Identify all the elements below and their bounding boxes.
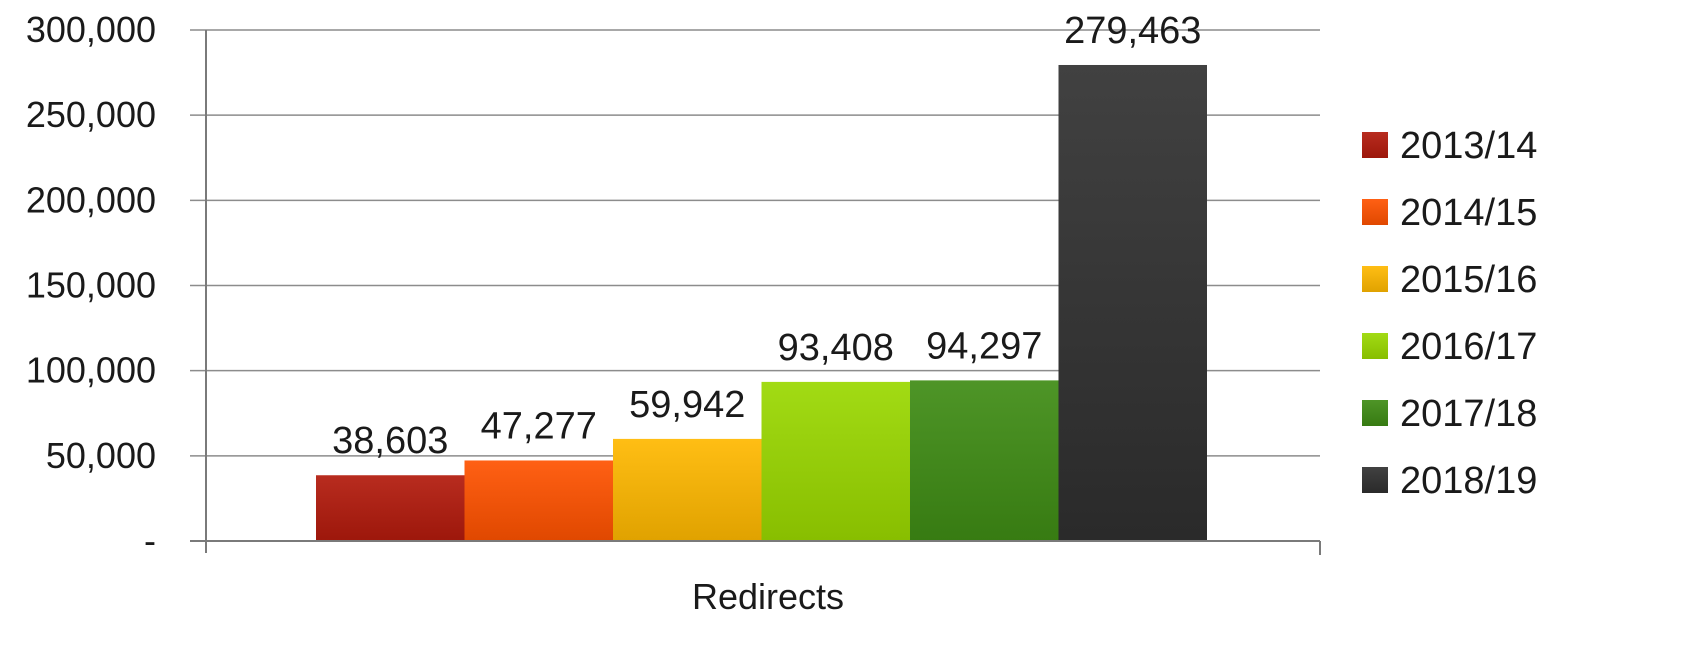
y-tick-label: 100,000 — [26, 350, 156, 391]
legend-label: 2018/19 — [1400, 460, 1537, 502]
bar-value-label: 38,603 — [332, 420, 448, 462]
legend-swatch — [1362, 199, 1388, 225]
bar-2016-17 — [761, 381, 910, 541]
legend-swatch — [1362, 467, 1388, 493]
y-tick-label: 150,000 — [26, 265, 156, 306]
bar-value-label: 94,297 — [926, 325, 1042, 367]
y-tick-label: - — [144, 520, 156, 561]
bar-value-labels: 38,603 47,277 59,942 93,408 94,297 279,463 — [332, 10, 1201, 462]
legend-label: 2016/17 — [1400, 326, 1537, 368]
bar-2017-18 — [910, 380, 1059, 541]
legend-swatch — [1362, 333, 1388, 359]
bar-value-label: 93,408 — [778, 327, 894, 369]
axes — [190, 30, 1321, 555]
x-category-label: Redirects — [692, 576, 844, 617]
bar-value-label: 59,942 — [629, 384, 745, 426]
bar-2015-16 — [613, 438, 762, 541]
bar-2018-19 — [1058, 64, 1207, 541]
y-tick-label: 50,000 — [46, 435, 156, 476]
legend-label: 2013/14 — [1400, 125, 1537, 167]
legend-swatch — [1362, 400, 1388, 426]
bar-2013-14 — [316, 475, 465, 541]
y-tick-label: 300,000 — [26, 9, 156, 50]
y-tick-label: 200,000 — [26, 179, 156, 220]
legend-label: 2014/15 — [1400, 192, 1537, 234]
legend-swatch — [1362, 132, 1388, 158]
legend-label: 2017/18 — [1400, 393, 1537, 435]
category-labels: Redirects — [692, 576, 844, 617]
legend-label: 2015/16 — [1400, 259, 1537, 301]
y-tick-label: 250,000 — [26, 94, 156, 135]
legend-swatch — [1362, 266, 1388, 292]
bars — [316, 64, 1207, 541]
bar-2014-15 — [464, 460, 613, 541]
legend: 2013/14 2014/15 2015/16 2016/17 2017/18 2018/… — [1362, 125, 1537, 502]
bar-value-label: 279,463 — [1064, 10, 1201, 52]
bar-value-label: 47,277 — [481, 405, 597, 447]
y-axis-tick-labels: - 50,000 100,000 150,000 200,000 250,000 300,0… — [26, 9, 156, 561]
